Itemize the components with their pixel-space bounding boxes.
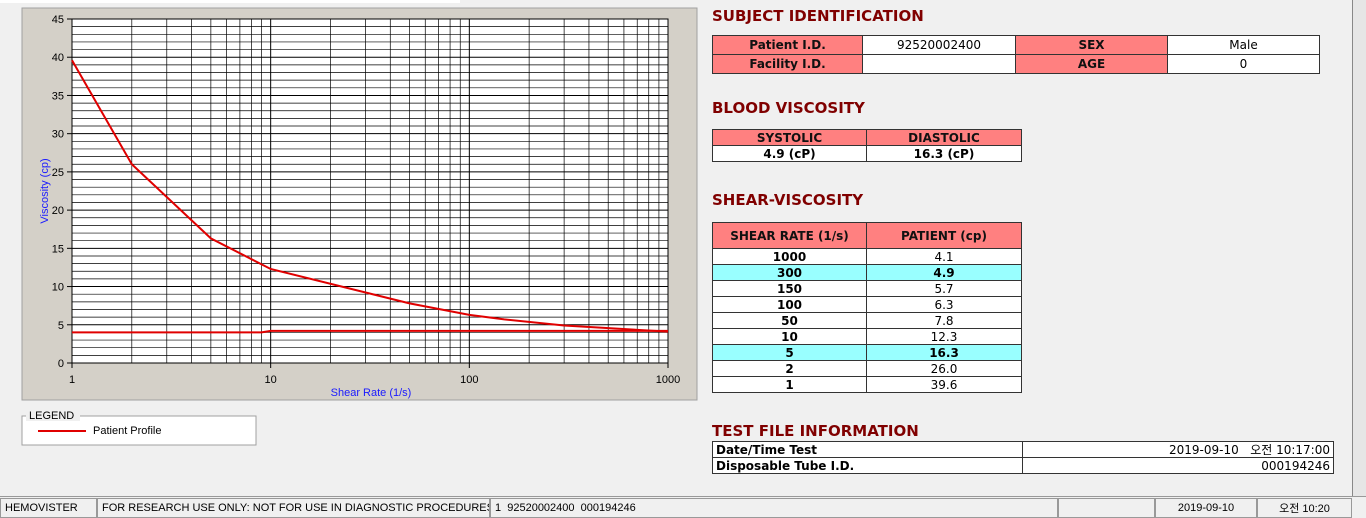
x-tick-label: 100	[460, 374, 478, 386]
table-cell: 2	[712, 360, 867, 377]
status-cell: 오전 10:20	[1257, 498, 1352, 518]
table-cell: 10	[712, 328, 867, 345]
table-cell: 16.3	[866, 344, 1022, 361]
x-tick-label: 1000	[656, 374, 680, 386]
table-cell: Facility I.D.	[712, 54, 863, 74]
section-title: TEST FILE INFORMATION	[712, 422, 919, 440]
section-title: BLOOD VISCOSITY	[712, 99, 865, 117]
table-cell: 39.6	[866, 376, 1022, 393]
y-tick-label: 15	[52, 243, 64, 255]
status-cell: 2019-09-10	[1155, 498, 1257, 518]
legend-title-bg	[26, 409, 80, 421]
table-cell: SEX	[1015, 35, 1168, 55]
table-cell: Male	[1167, 35, 1320, 55]
x-tick-label: 1	[69, 374, 75, 386]
section-title: SUBJECT IDENTIFICATION	[712, 7, 924, 25]
y-tick-label: 35	[52, 90, 64, 102]
table-cell: 4.9	[866, 264, 1022, 281]
y-tick-label: 0	[58, 358, 64, 370]
data-line	[72, 329, 668, 334]
table-cell: 0	[1167, 54, 1320, 74]
legend-title: LEGEND	[29, 410, 74, 422]
table-cell: 92520002400	[862, 35, 1016, 55]
table-cell: 6.3	[866, 296, 1022, 313]
table-cell: Patient I.D.	[712, 35, 863, 55]
table-cell: 4.1	[866, 248, 1022, 265]
table-cell	[862, 54, 1016, 74]
legend-label: Patient Profile	[93, 425, 161, 437]
table-cell: Disposable Tube I.D.	[712, 457, 1023, 474]
table-header: SHEAR RATE (1/s)	[712, 222, 867, 249]
top-strip	[0, 0, 460, 3]
table-cell: 5	[712, 344, 867, 361]
table-cell: 5.7	[866, 280, 1022, 297]
table-header: SYSTOLIC	[712, 129, 867, 146]
scroll-edge	[1352, 0, 1366, 497]
y-tick-label: 10	[52, 282, 64, 294]
data-line	[71, 59, 669, 333]
table-cell: 7.8	[866, 312, 1022, 329]
table-header: DIASTOLIC	[866, 129, 1022, 146]
plot-frame	[71, 18, 669, 364]
y-tick-label: 25	[52, 167, 64, 179]
table-cell: 1	[712, 376, 867, 393]
table-cell: 4.9 (cP)	[712, 145, 867, 162]
table-cell: AGE	[1015, 54, 1168, 74]
table-cell: Date/Time Test	[712, 441, 1023, 458]
table-cell: 2019-09-10 오전 10:17:00	[1022, 441, 1334, 458]
table-cell: 000194246	[1022, 457, 1334, 474]
y-tick-label: 30	[52, 129, 64, 141]
table-cell: 12.3	[866, 328, 1022, 345]
x-axis-label: Shear Rate (1/s)	[331, 387, 412, 399]
table-cell: 300	[712, 264, 867, 281]
status-cell: FOR RESEARCH USE ONLY: NOT FOR USE IN DI…	[97, 498, 490, 518]
chart: Shear Rate (1/s) Viscosity (cp) LEGEND 0…	[21, 7, 698, 446]
section-title: SHEAR-VISCOSITY	[712, 191, 864, 209]
status-cell: HEMOVISTER	[0, 498, 97, 518]
y-tick-label: 40	[52, 52, 64, 64]
table-cell: 100	[712, 296, 867, 313]
table-cell: 1000	[712, 248, 867, 265]
table-cell: 26.0	[866, 360, 1022, 377]
table-cell: 50	[712, 312, 867, 329]
y-tick-label: 20	[52, 205, 64, 217]
x-tick-label: 10	[265, 374, 277, 386]
status-cell: 1 92520002400 000194246	[490, 498, 1058, 518]
y-tick-label: 45	[52, 14, 64, 26]
table-cell: 16.3 (cP)	[866, 145, 1022, 162]
status-bg	[0, 496, 1366, 518]
table-cell: 150	[712, 280, 867, 297]
y-tick-label: 5	[58, 320, 64, 332]
y-axis-label: Viscosity (cp)	[39, 158, 51, 223]
plot-area	[72, 19, 668, 363]
table-header: PATIENT (cp)	[866, 222, 1022, 249]
status-cell	[1058, 498, 1155, 518]
